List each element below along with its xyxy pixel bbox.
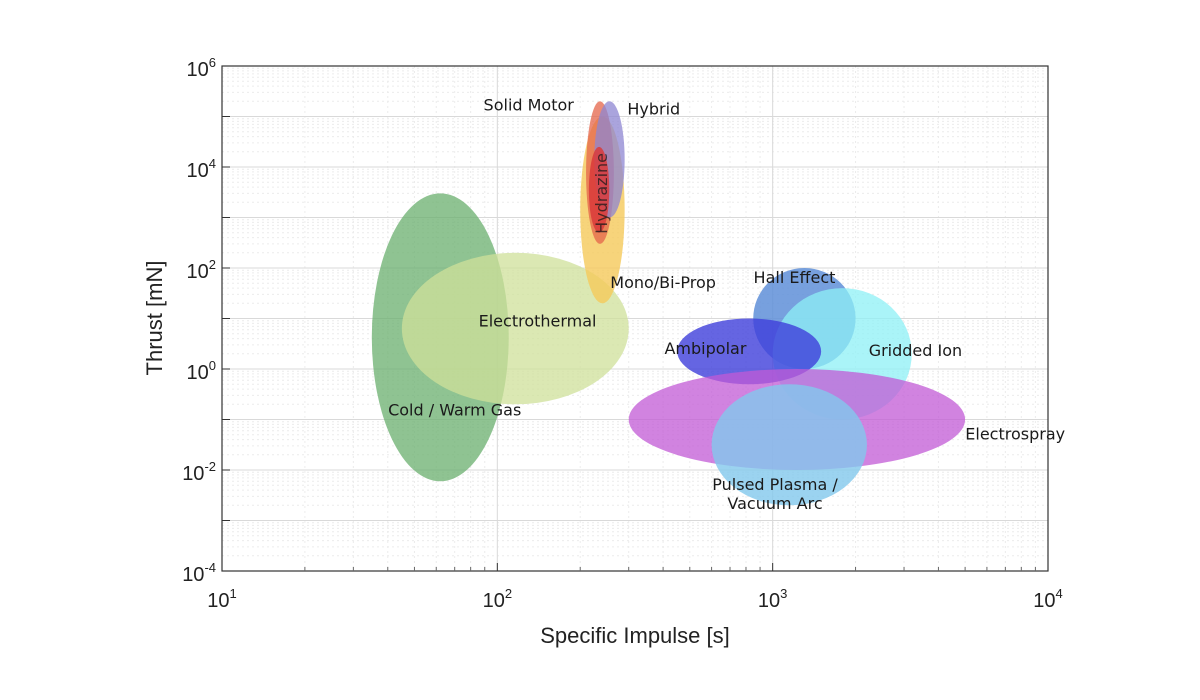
region-label: Vacuum Arc: [727, 494, 822, 513]
region-label: Cold / Warm Gas: [388, 401, 521, 420]
y-axis-title: Thrust [mN]: [142, 261, 167, 376]
minor-grid: [222, 66, 1048, 571]
y-tick-label: 102: [187, 257, 216, 283]
region-label: Hybrid: [627, 99, 680, 118]
region-ambipolar: [677, 318, 822, 385]
x-tick-label: 104: [1033, 586, 1062, 612]
y-tick-labels: 10-4 10-2 100 102 104 106: [182, 55, 216, 586]
y-tick-label: 100: [187, 358, 216, 384]
region-pulsed-plasma-vacuum-arc: [711, 384, 867, 506]
x-tick-labels: 101 102 103 104: [207, 586, 1062, 612]
region-electrothermal: [401, 252, 629, 405]
y-tick-label: 10-2: [182, 459, 216, 485]
region-hydrazine: [588, 146, 610, 233]
region-label: Pulsed Plasma /: [712, 475, 838, 494]
x-axis-title: Specific Impulse [s]: [540, 623, 730, 648]
region-label: Hydrazine: [592, 153, 611, 234]
region-label: Mono/Bi-Prop: [610, 273, 716, 292]
region-label: Electrothermal: [479, 311, 597, 330]
y-tick-label: 106: [187, 55, 216, 81]
region-labels: Solid Motor Hybrid Hydrazine Mono/Bi-Prop El…: [388, 96, 1065, 513]
region-label: Ambipolar: [664, 339, 746, 358]
axis-ticks: [221, 65, 1049, 572]
region-label: Solid Motor: [484, 96, 575, 115]
region-label: Electrospray: [965, 425, 1065, 444]
y-tick-label: 10-4: [182, 560, 216, 586]
x-tick-label: 101: [207, 586, 236, 612]
x-tick-label: 103: [758, 586, 787, 612]
x-tick-label: 102: [483, 586, 512, 612]
region-label: Gridded Ion: [869, 341, 962, 360]
region-label: Hall Effect: [754, 268, 836, 287]
y-tick-label: 104: [187, 156, 216, 182]
thruster-regions: [371, 101, 966, 506]
